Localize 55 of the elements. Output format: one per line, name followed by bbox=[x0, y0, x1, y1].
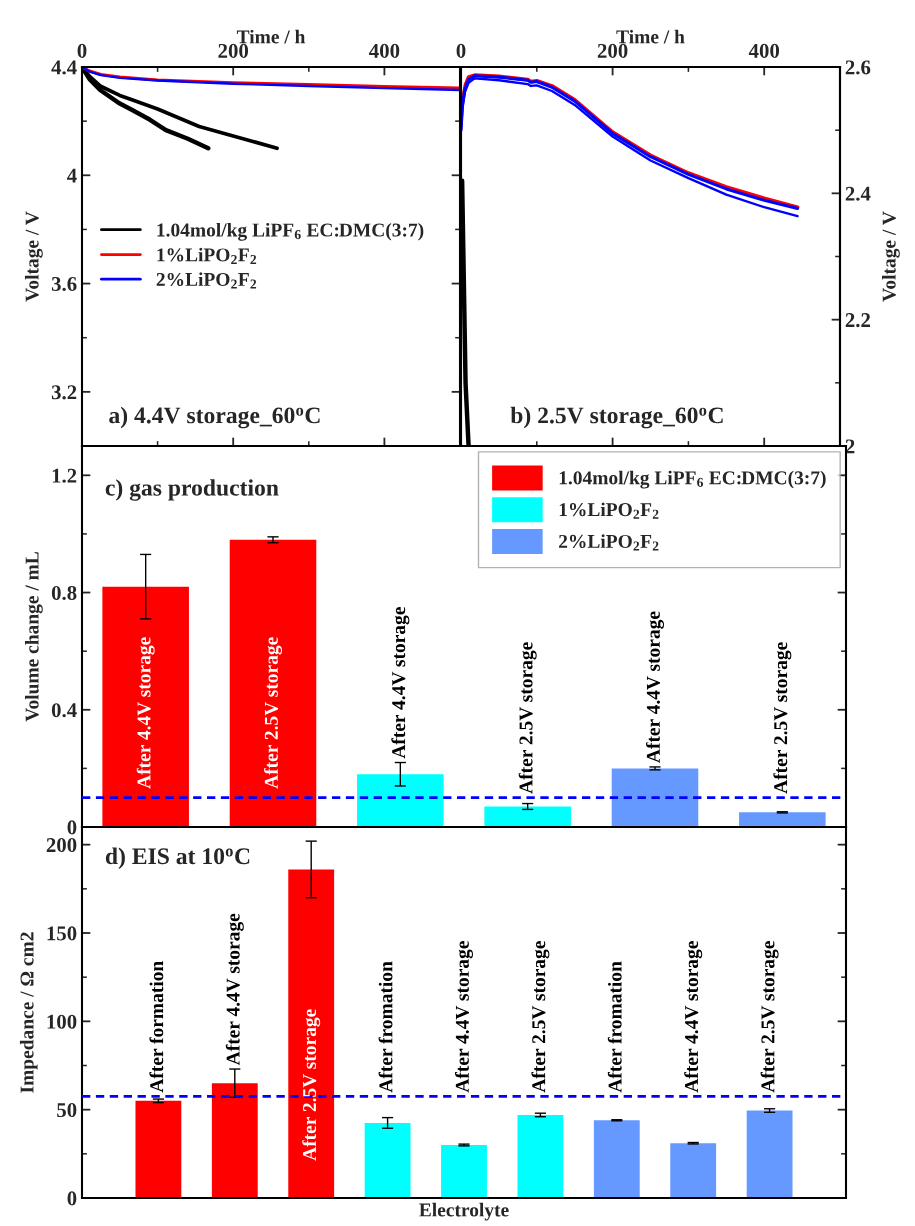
legend-label: 1.04mol/kg LiPF$_{6}$ EC:DMC(3:7) bbox=[559, 470, 826, 489]
y-tick-label: 3.2 bbox=[51, 385, 77, 400]
y-tick-label: 100 bbox=[47, 1014, 77, 1029]
x-tick-label: 200 bbox=[218, 43, 249, 58]
y-tick-label: 0 bbox=[67, 1191, 77, 1206]
annotation: After 4.4V storage bbox=[684, 941, 703, 1093]
legend-label: 1%LiPO$_{2}$F$_{2}$ bbox=[157, 247, 257, 264]
legend-label: 1.04mol/kg LiPF$_{6}$ EC:DMC(3:7) bbox=[157, 222, 424, 241]
text: c) gas production bbox=[105, 479, 279, 501]
x-tick-label: 200 bbox=[597, 43, 628, 58]
y2-tick-label: 2 bbox=[845, 439, 855, 454]
annotation: After formation bbox=[149, 961, 164, 1093]
annotation: After 4.4V storage bbox=[646, 611, 664, 763]
annotation: After 2.5V storage bbox=[518, 642, 537, 794]
annotation: After 2.5V storage bbox=[302, 1009, 321, 1161]
y2-tick-label: 2.4 bbox=[845, 186, 871, 201]
annotation: After 2.5V storage bbox=[760, 941, 779, 1093]
legend-label: 2%LiPO$_{2}$F$_{2}$ bbox=[559, 534, 659, 551]
y-axis-title: Impedance / Ω cm2 bbox=[19, 932, 38, 1093]
legend-label: 2%LiPO$_{2}$F$_{2}$ bbox=[156, 272, 257, 289]
annotation: After 4.4V storage bbox=[136, 637, 155, 789]
x-axis-title: Electrolyte bbox=[419, 1202, 509, 1221]
annotation: After 4.4V storage bbox=[391, 607, 410, 759]
x-tick-label: 0 bbox=[456, 43, 466, 58]
annotation: After fromation bbox=[607, 961, 622, 1093]
annotation: After 2.5V storage bbox=[773, 642, 792, 794]
y-tick-label: 0 bbox=[67, 820, 77, 835]
y-axis-title: Volume change / mL bbox=[24, 552, 43, 722]
y-axis-title: Voltage / V bbox=[24, 211, 43, 302]
y-tick-label: 1.2 bbox=[52, 468, 77, 483]
text: d) EIS at 10$^{o}$C bbox=[105, 847, 250, 869]
y-tick-label: 0.8 bbox=[51, 585, 77, 601]
x-axis-title: Time / h bbox=[236, 29, 306, 44]
x-tick-label: 400 bbox=[748, 43, 780, 58]
y-tick-label: 200 bbox=[46, 838, 77, 853]
x-tick-label: 400 bbox=[369, 43, 400, 58]
y2-tick-label: 2.6 bbox=[845, 60, 871, 75]
annotation: After fromation bbox=[378, 961, 393, 1093]
y-tick-label: 3.6 bbox=[51, 277, 77, 292]
y-tick-label: 150 bbox=[47, 926, 77, 941]
y2-tick-label: 2.2 bbox=[845, 313, 871, 328]
y-tick-label: 50 bbox=[57, 1103, 77, 1118]
y-tick-label: 4.4 bbox=[51, 60, 77, 75]
x-tick-label: 0 bbox=[77, 43, 87, 58]
y2-axis-title: Voltage / V bbox=[882, 211, 900, 302]
annotation: After 4.4V storage bbox=[225, 913, 244, 1066]
legend-label: 1%LiPO$_{2}$F$_{2}$ bbox=[559, 502, 659, 519]
text: a) 4.4V storage_60$^{o}$C bbox=[109, 406, 320, 429]
y-tick-label: 4 bbox=[67, 168, 77, 183]
x-axis-title: Time / h bbox=[616, 29, 685, 44]
text: b) 2.5V storage_60$^{o}$C bbox=[510, 406, 723, 429]
annotation: After 2.5V storage bbox=[531, 941, 550, 1093]
annotation: After 4.4V storage bbox=[455, 941, 473, 1093]
y-tick-label: 0.4 bbox=[51, 703, 77, 718]
annotation: After 2.5V storage bbox=[264, 637, 282, 789]
